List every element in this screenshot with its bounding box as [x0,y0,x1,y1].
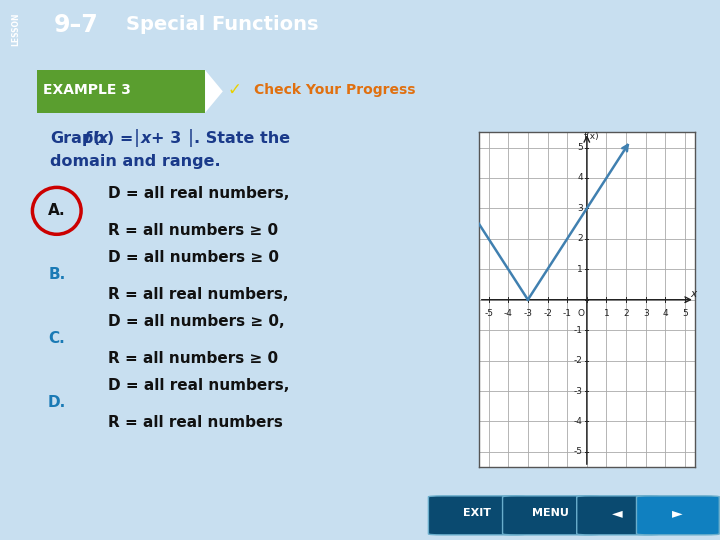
Text: R = all numbers ≥ 0: R = all numbers ≥ 0 [108,350,278,366]
Text: D.: D. [48,395,66,410]
Text: EXIT: EXIT [463,508,490,518]
Text: f: f [84,131,90,146]
Text: -1: -1 [562,309,572,319]
Text: D = all real numbers,: D = all real numbers, [108,186,289,201]
Text: D = all numbers ≥ 0: D = all numbers ≥ 0 [108,250,279,265]
FancyBboxPatch shape [428,496,526,535]
Polygon shape [205,70,222,113]
Text: |: | [187,129,194,147]
Text: Check Your Progress: Check Your Progress [254,83,415,97]
FancyBboxPatch shape [503,496,600,535]
Text: . State the: . State the [194,131,290,146]
FancyBboxPatch shape [37,70,205,113]
Text: -3: -3 [574,387,583,395]
Text: x: x [690,288,696,299]
Text: C.: C. [48,332,65,346]
Text: ✓: ✓ [228,81,241,99]
Text: EXAMPLE 3: EXAMPLE 3 [43,83,131,97]
Text: 1: 1 [603,309,609,319]
Text: ◄: ◄ [613,507,623,521]
FancyBboxPatch shape [636,496,719,535]
Text: Special Functions: Special Functions [126,15,318,34]
Text: O: O [578,309,585,319]
Text: R = all numbers ≥ 0: R = all numbers ≥ 0 [108,222,278,238]
Text: 1: 1 [577,265,583,274]
Text: 4: 4 [662,309,668,319]
Text: ) =: ) = [107,131,133,146]
Text: D = all numbers ≥ 0,: D = all numbers ≥ 0, [108,314,284,329]
Text: 5: 5 [682,309,688,319]
Text: 2: 2 [577,234,583,244]
Text: R = all real numbers: R = all real numbers [108,415,282,429]
Text: -5: -5 [484,309,493,319]
Text: domain and range.: domain and range. [50,154,221,169]
FancyBboxPatch shape [577,496,660,535]
Text: D = all real numbers,: D = all real numbers, [108,378,289,393]
Text: -3: -3 [523,309,532,319]
Text: x: x [98,131,108,146]
Text: -2: -2 [543,309,552,319]
Text: ►: ► [672,507,683,521]
Text: 3: 3 [643,309,649,319]
Text: + 3: + 3 [150,131,181,146]
Text: Graph: Graph [50,131,105,146]
Text: R = all real numbers,: R = all real numbers, [108,287,288,301]
Text: |: | [133,129,140,147]
Text: LESSON: LESSON [12,13,21,46]
Text: 2: 2 [624,309,629,319]
Text: 4: 4 [577,173,583,183]
Text: A.: A. [48,204,66,218]
Text: B.: B. [48,267,66,282]
Text: -5: -5 [574,447,583,456]
Text: f(x): f(x) [584,132,600,141]
Text: 3: 3 [577,204,583,213]
Text: -1: -1 [574,326,583,335]
Text: MENU: MENU [532,508,570,518]
Text: -4: -4 [504,309,513,319]
Text: 5: 5 [577,143,583,152]
Text: x: x [141,131,151,146]
Text: -4: -4 [574,417,583,426]
Text: -2: -2 [574,356,583,365]
Text: 9–7: 9–7 [54,13,99,37]
Text: (: ( [92,131,99,146]
